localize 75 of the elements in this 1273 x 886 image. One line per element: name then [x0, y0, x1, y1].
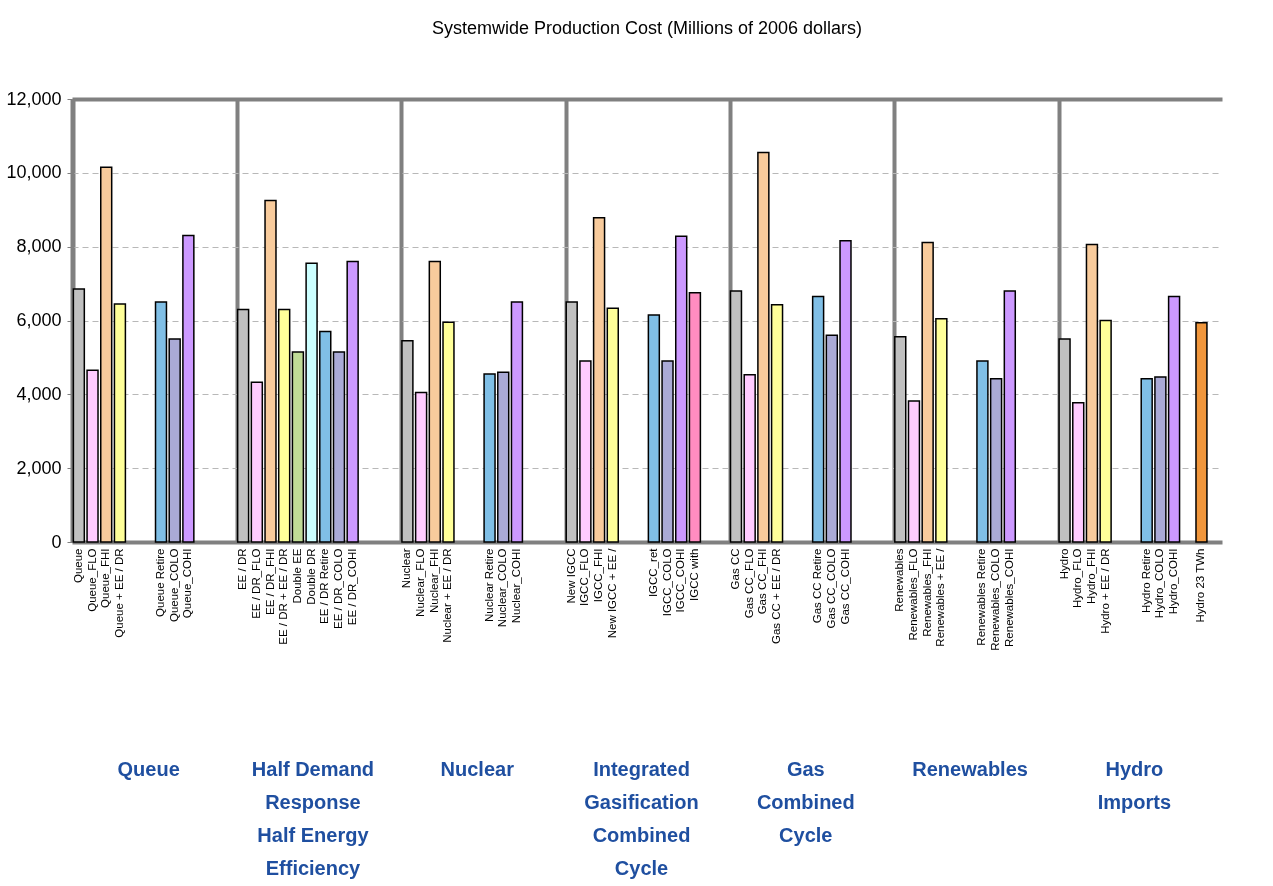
x-tick-label: Nuclear_FHI [427, 548, 440, 614]
x-tick-label: IGCC_ret [646, 547, 659, 598]
x-tick-label: Queue_FLO [85, 548, 98, 612]
x-tick-label: Hydro 23 TWh [1194, 548, 1207, 623]
x-tick-label: Gas CC [728, 548, 741, 590]
y-tick-label: 4,000 [16, 383, 62, 404]
x-tick-label: EE / DR + EE / DR [277, 548, 290, 645]
x-tick-label: Queue [71, 548, 84, 584]
x-tick-label: Renewables_FLO [906, 548, 919, 641]
x-tick-label: Hydro_COLO [1153, 548, 1166, 619]
bar [688, 292, 702, 543]
x-tick-label: Nuclear_COLO [496, 548, 509, 628]
chart-title: Systemwide Production Cost (Millions of 2006 dollars) [431, 18, 863, 38]
x-tick-label: Nuclear [400, 548, 413, 589]
y-tick-label: 12,000 [6, 88, 62, 109]
x-tick-label: Hydro_FLO [1071, 548, 1084, 608]
y-tick-label: 2,000 [16, 457, 62, 478]
x-tick-label: Nuclear + EE / DR [441, 548, 454, 643]
x-tick-label: Hydro_COHI [1167, 548, 1180, 615]
bar [811, 295, 825, 543]
x-tick-label: Double EE [290, 548, 303, 604]
bar [1195, 321, 1208, 543]
x-tick-label: Queue_COLO [167, 548, 180, 623]
text: Renewables [912, 758, 1028, 780]
x-tick-label: Gas CC_COLO [824, 548, 837, 629]
text: Half Demand Response Half Energy Efficiency [251, 758, 375, 879]
x-tick-label: Gas CC_COHI [838, 548, 851, 625]
y-tick-label: 6,000 [16, 310, 62, 330]
x-tick-label: Hydro + EE / DR [1098, 548, 1111, 634]
x-tick-label: EE / DR_FHI [263, 548, 276, 615]
x-tick-label: Renewables_COHI [1002, 548, 1015, 647]
text: Gas Combined Cycle [756, 758, 855, 846]
x-tick-label: IGCC_COLO [660, 548, 673, 617]
x-tick-label: Hydro [1057, 548, 1070, 580]
y-tick-label: 10,000 [6, 162, 62, 183]
text: Hydro Imports [1097, 758, 1172, 813]
x-tick-label: Double DR [304, 548, 317, 605]
x-tick-label: IGCC_COHI [674, 548, 687, 613]
text: Queue [117, 758, 180, 780]
x-tick-label: Gas CC_FHI [756, 548, 769, 615]
x-tick-label: New IGCC [564, 548, 577, 604]
x-tick-label: Nuclear_COHI [509, 548, 522, 624]
x-tick-label: Renewables + EE / [934, 547, 947, 647]
x-tick-label: EE / DR_COHI [345, 548, 358, 626]
x-tick-label: EE / DR [236, 548, 249, 591]
x-tick-label: Queue_COHI [181, 548, 194, 619]
x-tick-label: Queue_FHI [99, 548, 112, 608]
x-tick-label: EE / DR Retire [318, 548, 331, 624]
bar [510, 301, 524, 543]
x-tick-label: Gas CC + EE / DR [770, 548, 783, 645]
x-tick-label: EE / DR_FLO [249, 548, 262, 619]
x-tick-label: Nuclear_FLO [414, 548, 427, 617]
x-tick-label: New IGCC + EE / [605, 547, 618, 639]
y-tick-label: 8,000 [16, 236, 62, 257]
x-tick-label: Hydro_FHI [1084, 548, 1097, 605]
y-tick-label: 0 [51, 531, 62, 552]
x-tick-label: Renewables [893, 548, 906, 612]
x-tick-label: Renewables_COLO [989, 548, 1002, 651]
x-tick-label: IGCC_FHI [592, 548, 605, 603]
x-tick-label: Renewables_FHI [920, 548, 933, 637]
x-tick-label: Nuclear Retire [482, 548, 495, 622]
x-tick-label: Gas CC_FLO [742, 548, 755, 619]
x-tick-label: IGCC_FLO [578, 548, 591, 607]
x-tick-label: Hydro Retire [1139, 548, 1152, 614]
x-tick-label: Queue + EE / DR [112, 548, 125, 638]
x-tick-label: Renewables Retire [975, 548, 988, 646]
x-tick-label: EE / DR_COLO [331, 548, 344, 630]
x-tick-label: Gas CC Retire [811, 548, 824, 624]
x-tick-label: IGCC with [687, 548, 700, 601]
text: Integrated Gasification Combined Cycle [584, 758, 699, 879]
bar [606, 307, 619, 543]
x-tick-label: Queue Retire [153, 548, 166, 617]
text: Nuclear [440, 758, 515, 780]
bar [113, 303, 127, 543]
bar [1003, 290, 1017, 543]
